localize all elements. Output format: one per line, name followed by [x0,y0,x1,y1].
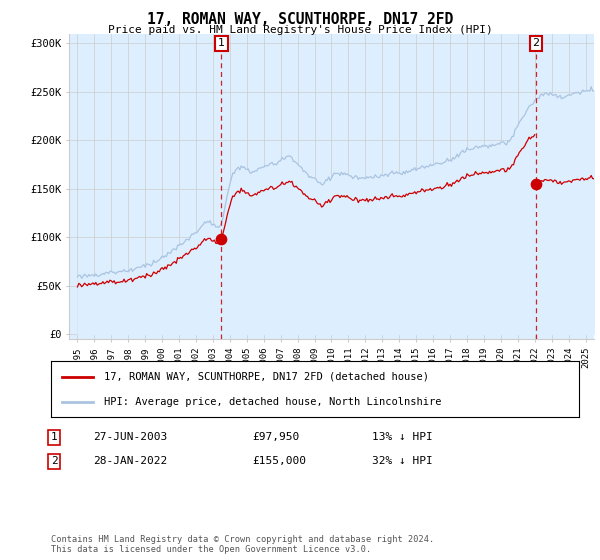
Point [531,179,541,188]
Text: 17, ROMAN WAY, SCUNTHORPE, DN17 2FD: 17, ROMAN WAY, SCUNTHORPE, DN17 2FD [147,12,453,27]
Text: Contains HM Land Registry data © Crown copyright and database right 2024.
This d: Contains HM Land Registry data © Crown c… [51,535,434,554]
Text: 2: 2 [50,456,58,466]
Text: 2: 2 [532,38,539,48]
Text: 13% ↓ HPI: 13% ↓ HPI [372,432,433,442]
Point [217,235,226,244]
Text: 17, ROMAN WAY, SCUNTHORPE, DN17 2FD (detached house): 17, ROMAN WAY, SCUNTHORPE, DN17 2FD (det… [104,372,429,382]
Text: £97,950: £97,950 [252,432,299,442]
Text: HPI: Average price, detached house, North Lincolnshire: HPI: Average price, detached house, Nort… [104,396,442,407]
Text: Price paid vs. HM Land Registry's House Price Index (HPI): Price paid vs. HM Land Registry's House … [107,25,493,35]
Text: 1: 1 [218,38,225,48]
Text: 32% ↓ HPI: 32% ↓ HPI [372,456,433,466]
Text: 1: 1 [50,432,58,442]
Text: 27-JUN-2003: 27-JUN-2003 [93,432,167,442]
Text: £155,000: £155,000 [252,456,306,466]
Text: 28-JAN-2022: 28-JAN-2022 [93,456,167,466]
